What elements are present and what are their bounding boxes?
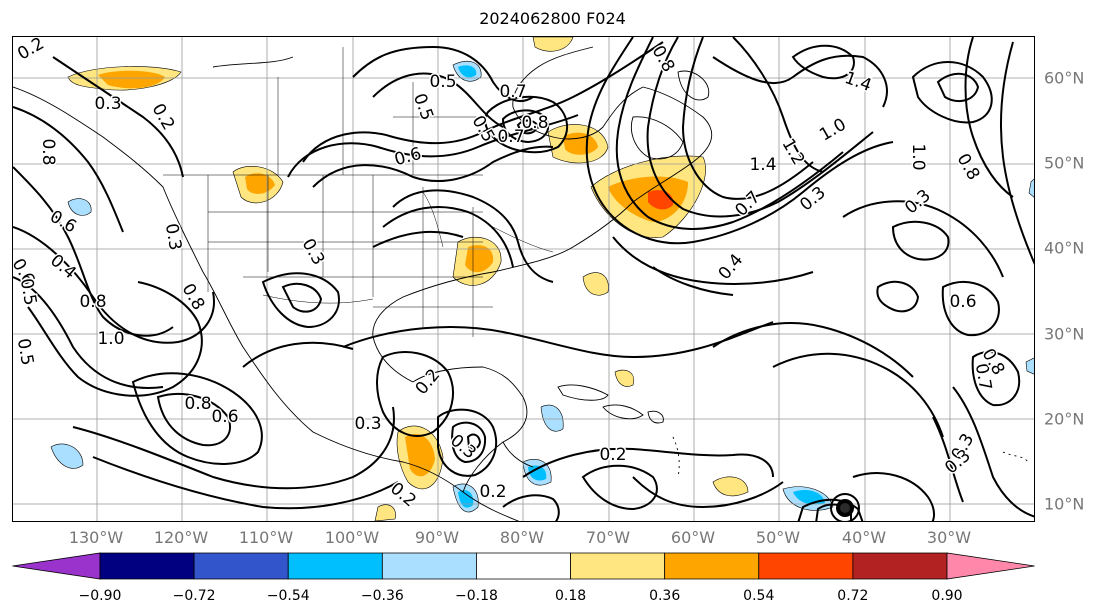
colorbar-tick-label: −0.36 [360, 588, 404, 604]
lon-label-60w: 60°W [670, 528, 716, 547]
contour-label: 1.0 [908, 143, 928, 170]
colorbar-segments [12, 552, 1035, 580]
storm-center-marker [830, 493, 860, 521]
fill-warm-core [98, 70, 165, 89]
contour-label: 0.8 [648, 42, 679, 75]
lat-label-50n: 50°N [1044, 153, 1085, 173]
contour-label: 0.5 [16, 277, 40, 307]
fill-warm-region [582, 272, 609, 296]
contour-label: 0.6 [211, 407, 238, 427]
contour-label: 0.3 [298, 235, 329, 268]
political-borders [163, 47, 554, 337]
lon-label-130w: 130°W [68, 528, 124, 547]
lon-label-80w: 80°W [499, 528, 545, 547]
contour-label: 0.6 [949, 292, 976, 312]
fill-cool-region [540, 404, 564, 432]
lon-label-30w: 30°W [926, 528, 972, 547]
map-title: 2024062800 F024 [479, 9, 626, 28]
contour-label: 0.8 [184, 394, 211, 414]
fill-warm-region [712, 476, 749, 497]
coastlines [13, 46, 1029, 521]
lon-label-50w: 50°W [755, 528, 801, 547]
lat-label-10n: 10°N [1044, 494, 1085, 514]
colorbar-segment [476, 552, 571, 580]
lon-label-120w: 120°W [153, 528, 209, 547]
contour-label: 0.4 [46, 251, 80, 284]
map-panel: 0.2 0.5 0.7 0.8 1.4 0.5 0.3 0.2 1.0 0.6 0.5 1.0 0.8 0… [12, 36, 1035, 522]
fill-cool-core [458, 490, 474, 508]
contour-label: 0.2 [148, 100, 179, 133]
contour-label: 0.8 [38, 138, 58, 165]
contour-label: 0.3 [161, 222, 185, 252]
colorbar-segment [381, 552, 477, 580]
colorbar-tick-label: 0.90 [931, 588, 963, 604]
contour-label: 0.8 [521, 113, 548, 133]
colorbar-tick-label: −0.72 [172, 588, 216, 604]
colorbar-tick-label: 0.72 [837, 588, 869, 604]
fill-cool-region [1028, 178, 1034, 198]
lon-label-40w: 40°W [841, 528, 887, 547]
colorbar-segment [193, 552, 289, 580]
colorbar-tick-label: −0.54 [266, 588, 310, 604]
fill-warm-region [614, 369, 635, 387]
colorbar-extend-high [946, 552, 1035, 580]
contour-label: 0.7 [497, 127, 524, 147]
lon-label-90w: 90°W [414, 528, 460, 547]
lon-label-70w: 70°W [585, 528, 631, 547]
colorbar-tick-label: 0.36 [649, 588, 681, 604]
lat-label-60n: 60°N [1044, 68, 1085, 88]
fill-cool-core [528, 465, 547, 481]
contour-label: 1.4 [749, 155, 776, 175]
fill-cool-region [1025, 357, 1034, 375]
colorbar-segment [664, 552, 760, 580]
contour-label: 0.5 [13, 337, 37, 367]
fill-warm-core [405, 433, 435, 477]
fill-warm-core [245, 173, 275, 194]
contour-lines [13, 37, 1034, 521]
fill-cool-region [50, 443, 84, 469]
colorbar-extend-low [12, 552, 101, 580]
lat-label-30n: 30°N [1044, 324, 1085, 344]
colorbar-segment [758, 552, 854, 580]
contour-label: 0.3 [354, 414, 381, 434]
contour-label: 0.6 [392, 144, 423, 170]
contour-label: 0.3 [901, 186, 935, 219]
colorbar-segment [570, 552, 666, 580]
lat-label-20n: 20°N [1044, 409, 1085, 429]
colorbar [12, 552, 1035, 580]
contour-label: 0.2 [599, 445, 626, 465]
colorbar-segment [852, 552, 948, 580]
fill-warm-region [532, 37, 574, 52]
contour-label: 0.5 [429, 72, 456, 92]
contour-label: 0.4 [715, 250, 748, 284]
contour-label: 0.8 [953, 150, 984, 183]
contour-label: 1.4 [842, 68, 874, 96]
colorbar-tick-label: −0.90 [78, 588, 122, 604]
fill-cool-region [67, 198, 92, 216]
fill-warm-region [374, 504, 396, 521]
colorbar-tick-label: −0.18 [454, 588, 498, 604]
fill-warm-core [563, 132, 598, 155]
contour-label: 0.2 [14, 37, 47, 64]
contour-label: 0.7 [499, 82, 526, 102]
contour-label: 0.2 [412, 365, 445, 399]
contour-label: 1.0 [816, 115, 849, 146]
colorbar-segment [99, 552, 195, 580]
fill-warm-core [465, 245, 494, 273]
colorbar-tick-label: 0.54 [743, 588, 775, 604]
contour-label: 0.2 [479, 482, 506, 502]
colorbar-segment [287, 552, 383, 580]
lon-label-110w: 110°W [238, 528, 294, 547]
contour-label: 0.3 [94, 94, 121, 114]
contour-label: 1.0 [97, 329, 124, 349]
lat-label-40n: 40°N [1044, 238, 1085, 258]
lon-label-100w: 100°W [324, 528, 380, 547]
fill-cool-core [458, 65, 477, 78]
colorbar-tick-label: 0.18 [554, 588, 587, 604]
map-canvas: 0.20.5 0.70.81.40.50.3 0.2 1.00.60.51.0 0.80… [13, 37, 1034, 521]
contour-label: 0.8 [79, 292, 106, 312]
